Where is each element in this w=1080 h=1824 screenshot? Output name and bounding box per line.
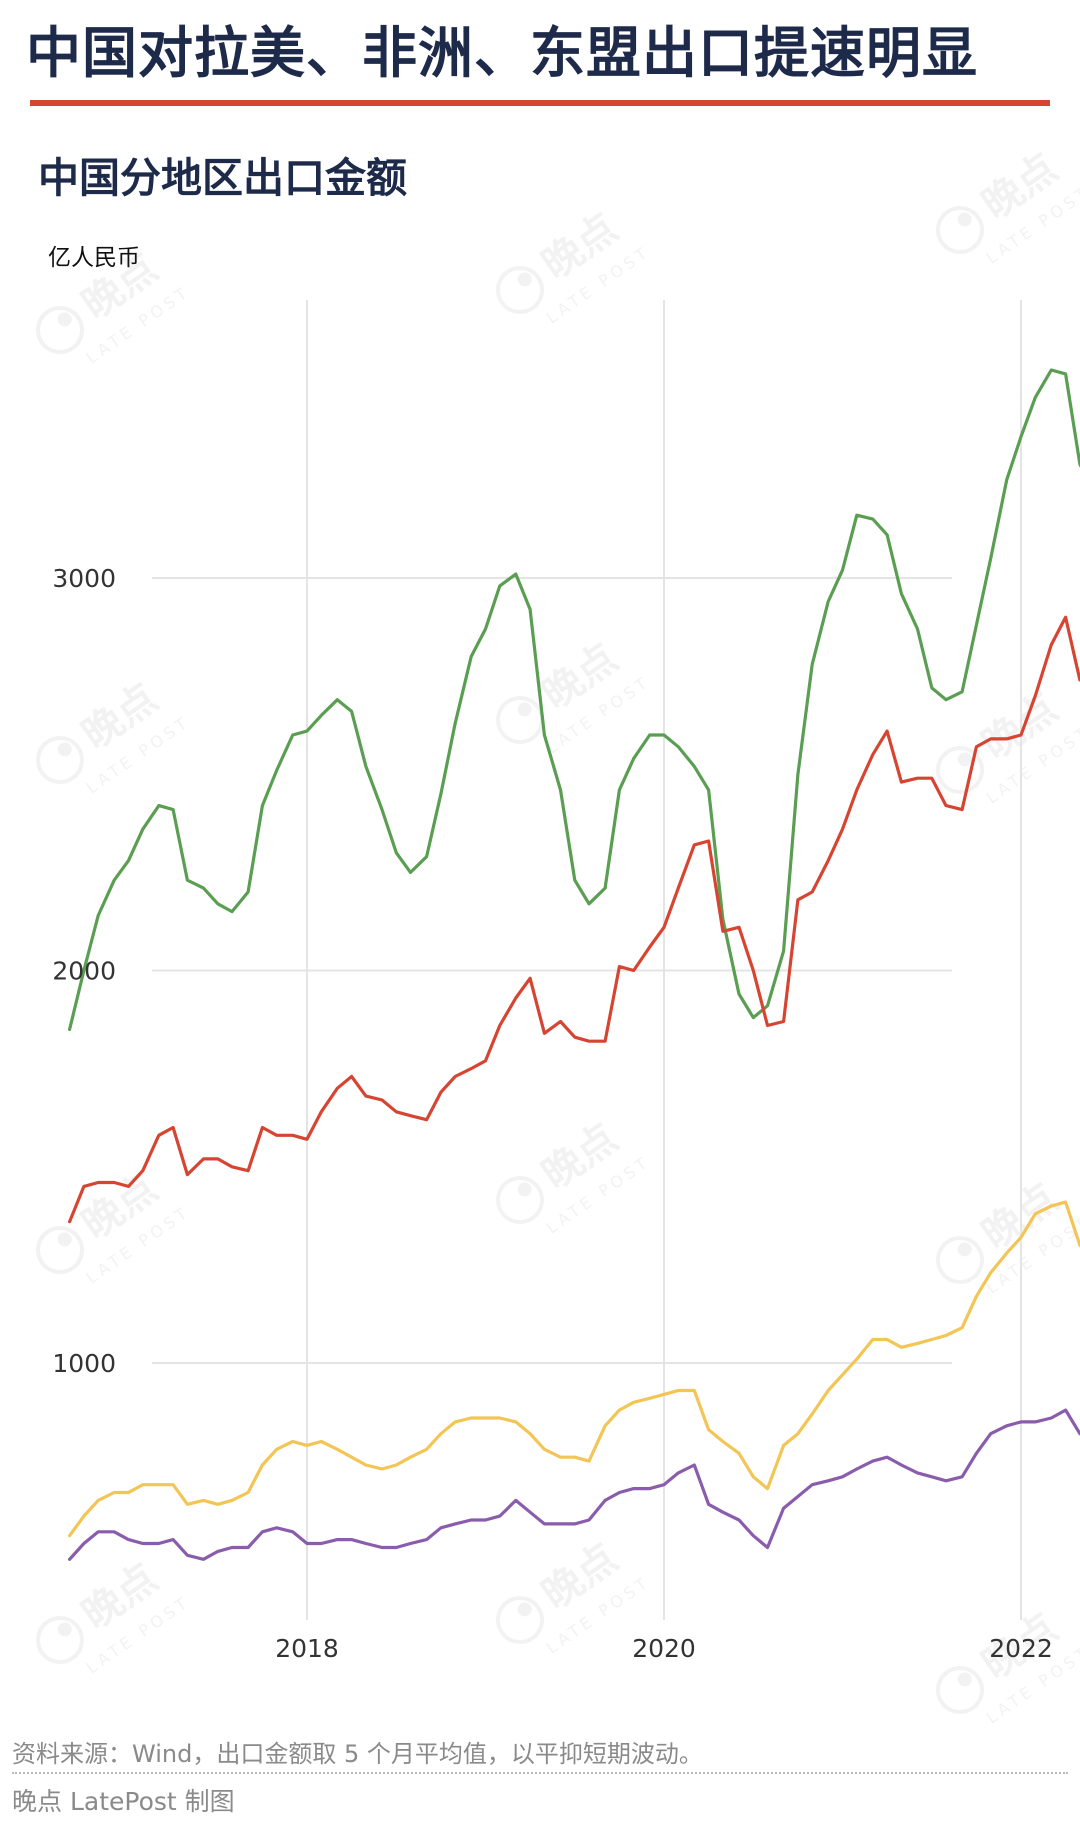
series-line-usa [68, 368, 1080, 1031]
series-line-africa [68, 1408, 1080, 1561]
x-tick-label: 2020 [632, 1634, 696, 1663]
footer-divider [12, 1772, 1068, 1774]
x-tick-label: 2022 [989, 1634, 1053, 1663]
series-layer [68, 368, 1080, 1561]
chart-title: 中国分地区出口金额 [38, 154, 407, 202]
x-tick-label: 2018 [275, 1634, 339, 1663]
headline: 中国对拉美、非洲、东盟出口提速明显 [26, 21, 979, 85]
source-note: 资料来源：Wind，出口金额取 5 个月平均值，以平抑短期波动。 [12, 1740, 703, 1768]
series-line-latin-america [68, 1200, 1080, 1538]
y-tick-label: 1000 [52, 1349, 116, 1378]
y-tick-label: 2000 [52, 957, 116, 986]
gridlines [152, 300, 1022, 1620]
axis-ticks: 2018202020222024100020003000 [52, 564, 1053, 1663]
series-line-asean [68, 615, 1080, 1224]
credit-note: 晚点 LatePost 制图 [12, 1787, 235, 1816]
y-tick-label: 3000 [52, 564, 116, 593]
y-axis-unit-label: 亿人民币 [48, 245, 140, 271]
headline-divider [30, 100, 1050, 106]
